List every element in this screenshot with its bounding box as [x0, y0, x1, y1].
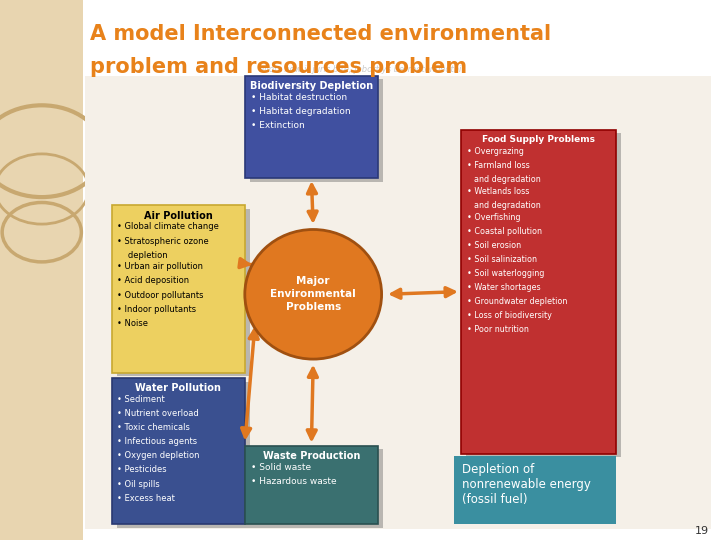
Text: • Soil salinization: • Soil salinization	[467, 255, 536, 264]
Text: • Indoor pollutants: • Indoor pollutants	[117, 305, 197, 314]
Text: • Acid deposition: • Acid deposition	[117, 276, 189, 286]
Text: Food Supply Problems: Food Supply Problems	[482, 135, 595, 144]
Text: • Soil erosion: • Soil erosion	[467, 241, 521, 250]
Text: depletion: depletion	[120, 251, 168, 260]
Text: and degradation: and degradation	[469, 201, 541, 210]
Text: • Habitat destruction: • Habitat destruction	[251, 93, 347, 102]
Text: • Poor nutrition: • Poor nutrition	[467, 325, 528, 334]
FancyBboxPatch shape	[85, 76, 711, 529]
Text: • Global climate change: • Global climate change	[117, 222, 219, 232]
FancyBboxPatch shape	[245, 76, 378, 178]
FancyBboxPatch shape	[466, 133, 621, 457]
FancyBboxPatch shape	[250, 79, 383, 182]
Text: • Extinction: • Extinction	[251, 121, 305, 130]
Text: • Stratospheric ozone: • Stratospheric ozone	[117, 237, 209, 246]
Text: • Urban air pollution: • Urban air pollution	[117, 262, 203, 272]
FancyBboxPatch shape	[454, 456, 616, 524]
Text: 19: 19	[695, 525, 709, 536]
Text: • Toxic chemicals: • Toxic chemicals	[117, 423, 190, 433]
Text: and degradation: and degradation	[469, 175, 541, 184]
FancyBboxPatch shape	[250, 449, 383, 528]
Ellipse shape	[245, 230, 382, 359]
Text: Major
Environmental
Problems: Major Environmental Problems	[270, 276, 356, 313]
FancyBboxPatch shape	[0, 0, 83, 540]
Text: Depletion of
nonrenewable energy
(fossil fuel): Depletion of nonrenewable energy (fossil…	[462, 463, 591, 506]
Text: Waste Production: Waste Production	[263, 451, 360, 461]
FancyBboxPatch shape	[117, 382, 250, 528]
Text: Biodiversity Depletion: Biodiversity Depletion	[250, 81, 373, 91]
Text: • Wetlands loss: • Wetlands loss	[467, 187, 529, 196]
FancyBboxPatch shape	[112, 378, 245, 524]
Text: • Habitat degradation: • Habitat degradation	[251, 107, 350, 116]
Text: • Oxygen depletion: • Oxygen depletion	[117, 451, 200, 461]
FancyBboxPatch shape	[117, 209, 250, 376]
Text: • Oil spills: • Oil spills	[117, 480, 160, 489]
Text: • Overfishing: • Overfishing	[467, 213, 520, 222]
Text: • Sediment: • Sediment	[117, 395, 165, 404]
Text: • Hazardous waste: • Hazardous waste	[251, 477, 336, 486]
FancyBboxPatch shape	[245, 446, 378, 524]
Text: Water Pollution: Water Pollution	[135, 383, 221, 394]
Text: • Overgrazing: • Overgrazing	[467, 147, 523, 156]
Text: • Pesticides: • Pesticides	[117, 465, 167, 475]
Text: • Groundwater depletion: • Groundwater depletion	[467, 297, 567, 306]
Text: • Excess heat: • Excess heat	[117, 494, 175, 503]
Text: • Loss of biodiversity: • Loss of biodiversity	[467, 311, 552, 320]
Text: problem and resources problem: problem and resources problem	[90, 57, 467, 77]
Text: • Solid waste: • Solid waste	[251, 463, 311, 472]
Text: A model Interconnected environmental: A model Interconnected environmental	[90, 24, 551, 44]
Text: • Infectious agents: • Infectious agents	[117, 437, 197, 447]
Text: • Water shortages: • Water shortages	[467, 283, 540, 292]
Text: • Farmland loss: • Farmland loss	[467, 161, 529, 170]
Text: Air Pollution: Air Pollution	[144, 211, 212, 221]
Text: • Soil waterlogging: • Soil waterlogging	[467, 269, 544, 278]
Text: • Noise: • Noise	[117, 319, 148, 328]
Text: allots how it juris bite, jobort ys berrootennootni: allots how it juris bite, jobort ys berr…	[258, 65, 462, 74]
FancyBboxPatch shape	[112, 205, 245, 373]
Text: • Outdoor pollutants: • Outdoor pollutants	[117, 291, 204, 300]
Text: • Coastal pollution: • Coastal pollution	[467, 227, 541, 236]
FancyBboxPatch shape	[461, 130, 616, 454]
Text: • Nutrient overload: • Nutrient overload	[117, 409, 199, 418]
